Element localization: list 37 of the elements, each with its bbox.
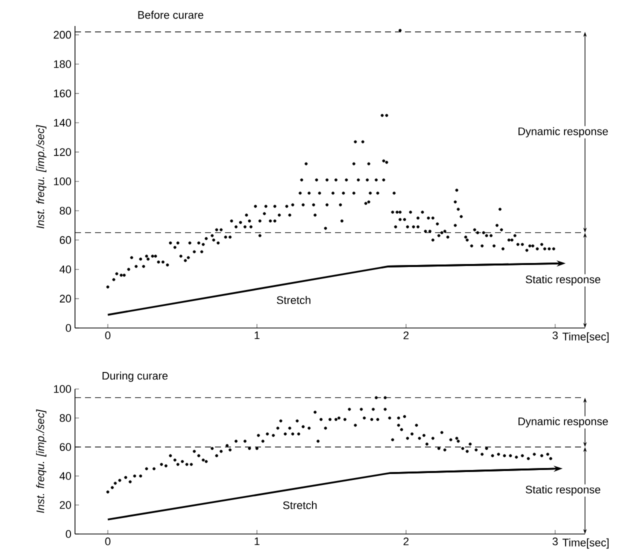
x-tick-label: 0 xyxy=(105,332,110,340)
y-tick-label: 0 xyxy=(66,530,72,538)
y-tick-label: 200 xyxy=(54,30,72,39)
y-tick-label: 0 xyxy=(66,324,72,332)
annotation: Dynamic response xyxy=(518,127,608,138)
x-tick-label: 2 xyxy=(404,332,409,340)
y-tick-label: 120 xyxy=(54,148,72,156)
series-label: Stretch xyxy=(283,501,317,510)
annotation: Static response xyxy=(526,485,600,496)
annotation: Dynamic response xyxy=(518,417,608,428)
y-tick-label: 80 xyxy=(60,206,72,215)
x-tick-label: 2 xyxy=(404,538,409,546)
x-tick-label: 0 xyxy=(105,538,110,546)
x-tick-label: 3 xyxy=(552,538,558,546)
x-tick-label: 1 xyxy=(254,332,260,340)
x-axis-title: Time[sec] xyxy=(562,538,609,549)
y-tick-label: 140 xyxy=(54,118,72,127)
y-tick-label: 180 xyxy=(54,60,72,68)
chart-title: Before curare xyxy=(138,10,204,19)
annotation: Static response xyxy=(526,275,600,286)
y-tick-label: 100 xyxy=(54,385,72,393)
y-tick-label: 160 xyxy=(54,90,72,98)
y-tick-label: 100 xyxy=(54,178,72,186)
x-tick-label: 3 xyxy=(552,332,558,340)
x-axis-title: Time[sec] xyxy=(562,332,609,343)
y-tick-label: 40 xyxy=(60,472,72,480)
x-tick-label: 1 xyxy=(254,538,260,546)
y-tick-label: 20 xyxy=(60,294,72,303)
series-label: Stretch xyxy=(276,296,310,304)
y-tick-label: 60 xyxy=(60,236,72,244)
chart-title: During curare xyxy=(102,372,168,382)
y-tick-label: 80 xyxy=(60,414,72,422)
y-tick-label: 20 xyxy=(60,501,72,509)
y-tick-label: 40 xyxy=(60,265,72,274)
y-tick-label: 60 xyxy=(60,443,72,451)
y-axis-title: Inst. frequ. [imp./sec] xyxy=(36,124,46,228)
y-axis-title: Inst. frequ. [imp./sec] xyxy=(36,409,46,513)
